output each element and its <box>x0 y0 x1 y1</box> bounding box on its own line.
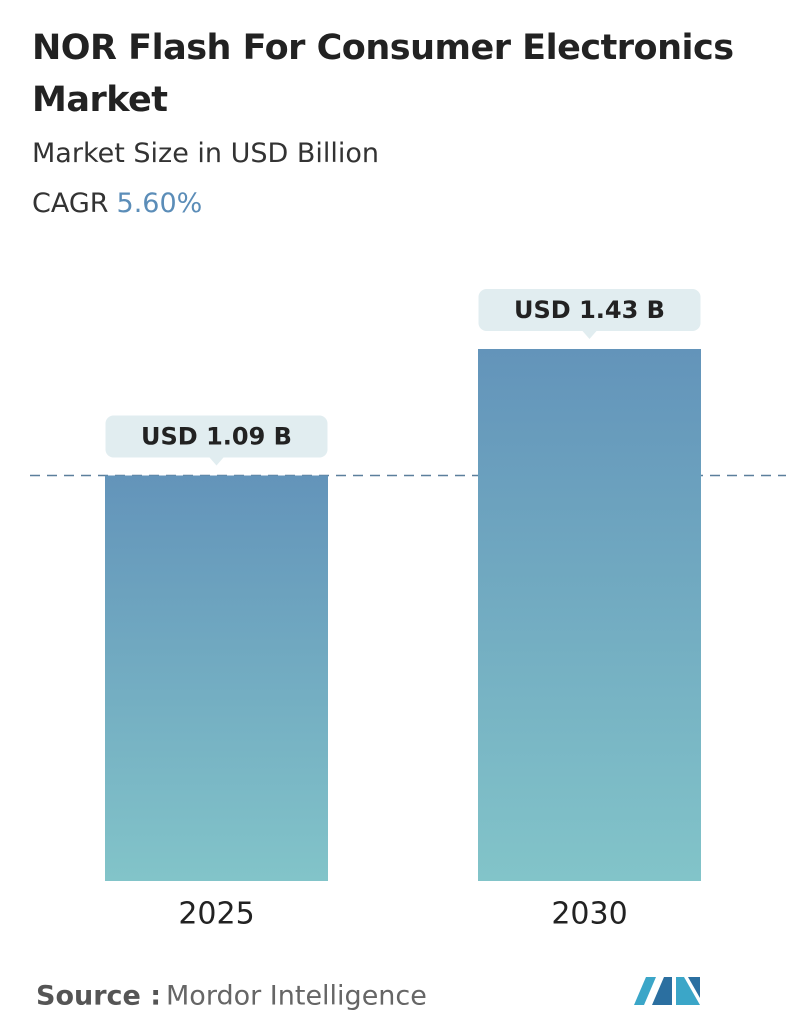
cagr-value: 5.60% <box>116 188 203 219</box>
x-tick-label: 2030 <box>551 897 627 932</box>
bar <box>105 475 328 881</box>
value-label-pointer <box>582 331 597 339</box>
source: Mordor Intelligence <box>166 981 427 1012</box>
value-label: USD 1.09 B <box>141 422 292 450</box>
value-label-pointer <box>209 457 224 466</box>
x-tick-label: 2025 <box>178 897 254 932</box>
value-label-box <box>105 415 328 458</box>
bar <box>478 349 701 881</box>
cagr-label: CAGR <box>32 188 109 219</box>
value-label: USD 1.43 B <box>514 296 665 324</box>
chart-title: NOR Flash For Consumer Electronics Marke… <box>32 28 734 120</box>
chart-subtitle: Market Size in USD Billion <box>32 138 380 169</box>
source-label: Source : <box>36 981 161 1012</box>
value-label-box <box>478 289 701 331</box>
cagr: CAGR 5.60% <box>32 188 202 219</box>
logo <box>634 977 700 1005</box>
